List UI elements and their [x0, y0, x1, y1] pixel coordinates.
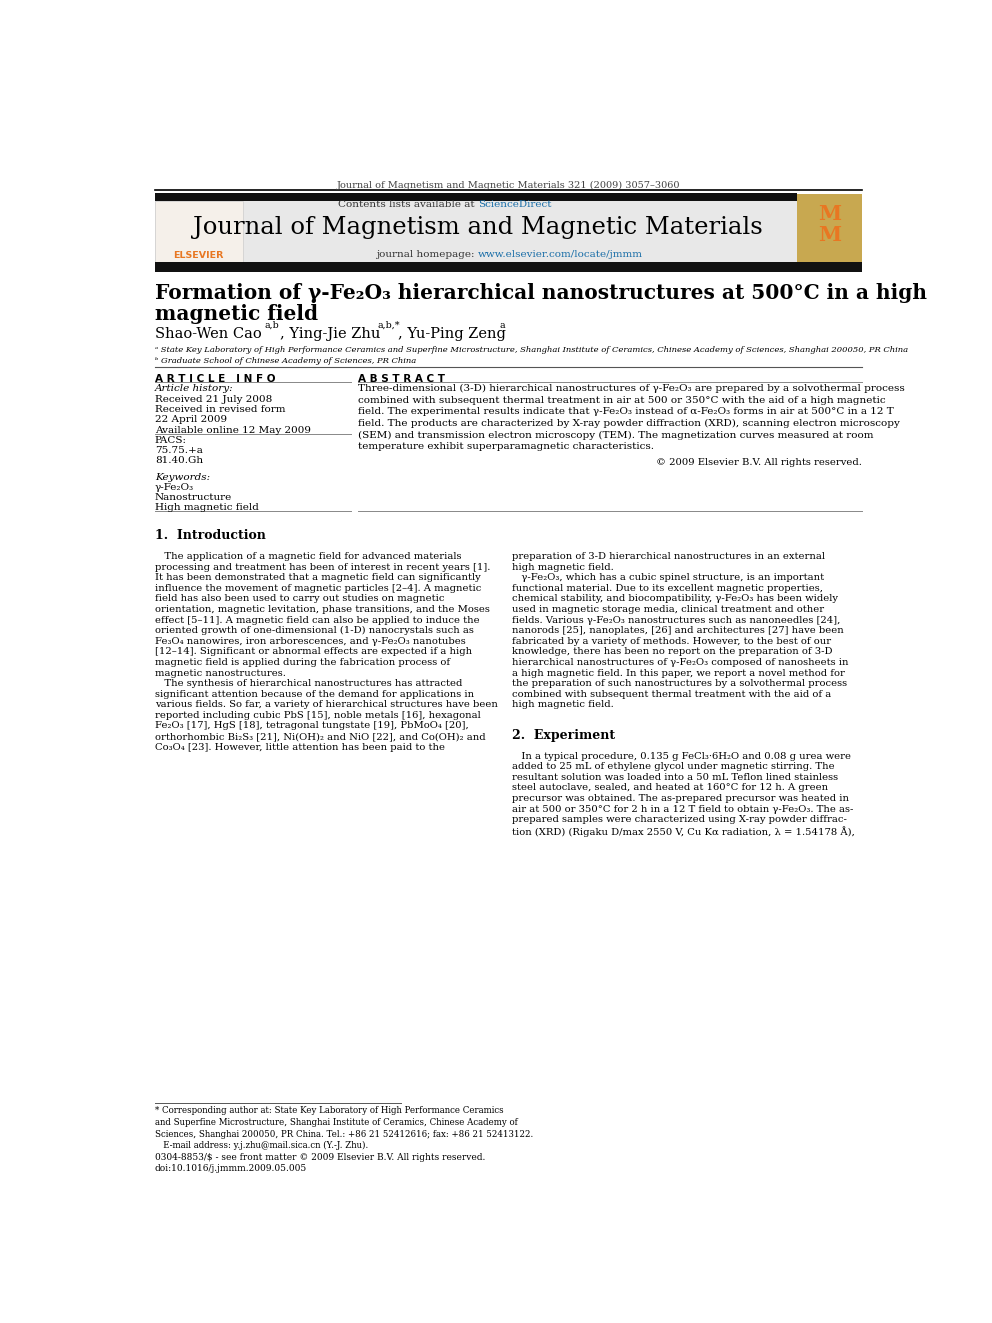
FancyBboxPatch shape [155, 262, 862, 271]
Text: air at 500 or 350°C for 2 h in a 12 T field to obtain γ-Fe₂O₃. The as-: air at 500 or 350°C for 2 h in a 12 T fi… [512, 804, 854, 814]
Text: PACS:: PACS: [155, 435, 186, 445]
Text: reported including cubic PbS [15], noble metals [16], hexagonal: reported including cubic PbS [15], noble… [155, 710, 480, 720]
Text: The application of a magnetic field for advanced materials: The application of a magnetic field for … [155, 552, 461, 561]
Text: influence the movement of magnetic particles [2–4]. A magnetic: influence the movement of magnetic parti… [155, 583, 481, 593]
Text: doi:10.1016/j.jmmm.2009.05.005: doi:10.1016/j.jmmm.2009.05.005 [155, 1164, 307, 1174]
Text: Received 21 July 2008: Received 21 July 2008 [155, 396, 272, 404]
FancyBboxPatch shape [798, 194, 862, 263]
Text: magnetic nanostructures.: magnetic nanostructures. [155, 668, 286, 677]
FancyBboxPatch shape [155, 194, 798, 263]
Text: tion (XRD) (Rigaku D/max 2550 V, Cu Kα radiation, λ = 1.54178 Å),: tion (XRD) (Rigaku D/max 2550 V, Cu Kα r… [512, 826, 855, 836]
Text: a,b,*: a,b,* [378, 320, 401, 329]
Text: hierarchical nanostructures of γ-Fe₂O₃ composed of nanosheets in: hierarchical nanostructures of γ-Fe₂O₃ c… [512, 658, 849, 667]
Text: (SEM) and transmission electron microscopy (TEM). The magnetization curves measu: (SEM) and transmission electron microsco… [358, 431, 874, 439]
Text: The synthesis of hierarchical nanostructures has attracted: The synthesis of hierarchical nanostruct… [155, 679, 462, 688]
Text: field. The products are characterized by X-ray powder diffraction (XRD), scannin: field. The products are characterized by… [358, 419, 901, 429]
Text: and Superfine Microstructure, Shanghai Institute of Ceramics, Chinese Academy of: and Superfine Microstructure, Shanghai I… [155, 1118, 518, 1127]
Text: preparation of 3-D hierarchical nanostructures in an external: preparation of 3-D hierarchical nanostru… [512, 552, 825, 561]
Text: resultant solution was loaded into a 50 mL Teflon lined stainless: resultant solution was loaded into a 50 … [512, 773, 838, 782]
Text: A R T I C L E   I N F O: A R T I C L E I N F O [155, 373, 275, 384]
Text: γ-Fe₂O₃: γ-Fe₂O₃ [155, 483, 193, 492]
Text: oriented growth of one-dimensional (1-D) nanocrystals such as: oriented growth of one-dimensional (1-D)… [155, 626, 473, 635]
Text: Shao-Wen Cao: Shao-Wen Cao [155, 327, 262, 341]
Text: a high magnetic field. In this paper, we report a novel method for: a high magnetic field. In this paper, we… [512, 668, 845, 677]
Text: Three-dimensional (3-D) hierarchical nanostructures of γ-Fe₂O₃ are prepared by a: Three-dimensional (3-D) hierarchical nan… [358, 384, 906, 393]
Text: fabricated by a variety of methods. However, to the best of our: fabricated by a variety of methods. Howe… [512, 636, 831, 646]
Text: various fields. So far, a variety of hierarchical structures have been: various fields. So far, a variety of hie… [155, 700, 498, 709]
Text: A B S T R A C T: A B S T R A C T [358, 373, 445, 384]
Text: a,b: a,b [265, 320, 280, 329]
Text: the preparation of such nanostructures by a solvothermal process: the preparation of such nanostructures b… [512, 679, 847, 688]
Text: ScienceDirect: ScienceDirect [478, 200, 552, 209]
Text: nanorods [25], nanoplates, [26] and architectures [27] have been: nanorods [25], nanoplates, [26] and arch… [512, 626, 844, 635]
Text: processing and treatment has been of interest in recent years [1].: processing and treatment has been of int… [155, 562, 490, 572]
Text: Article history:: Article history: [155, 384, 233, 393]
Text: Journal of Magnetism and Magnetic Materials: Journal of Magnetism and Magnetic Materi… [192, 216, 763, 239]
Text: γ-Fe₂O₃, which has a cubic spinel structure, is an important: γ-Fe₂O₃, which has a cubic spinel struct… [512, 573, 824, 582]
Text: temperature exhibit superparamagnetic characteristics.: temperature exhibit superparamagnetic ch… [358, 442, 655, 451]
Text: knowledge, there has been no report on the preparation of 3-D: knowledge, there has been no report on t… [512, 647, 832, 656]
Text: fields. Various γ-Fe₂O₃ nanostructures such as nanoneedles [24],: fields. Various γ-Fe₂O₃ nanostructures s… [512, 615, 840, 624]
Text: 0304-8853/$ - see front matter © 2009 Elsevier B.V. All rights reserved.: 0304-8853/$ - see front matter © 2009 El… [155, 1154, 485, 1162]
Text: precursor was obtained. The as-prepared precursor was heated in: precursor was obtained. The as-prepared … [512, 794, 849, 803]
Text: used in magnetic storage media, clinical treatment and other: used in magnetic storage media, clinical… [512, 605, 824, 614]
Text: In a typical procedure, 0.135 g FeCl₃·6H₂O and 0.08 g urea were: In a typical procedure, 0.135 g FeCl₃·6H… [512, 751, 851, 761]
Text: functional material. Due to its excellent magnetic properties,: functional material. Due to its excellen… [512, 583, 823, 593]
Text: Available online 12 May 2009: Available online 12 May 2009 [155, 426, 310, 435]
Text: effect [5–11]. A magnetic field can also be applied to induce the: effect [5–11]. A magnetic field can also… [155, 615, 479, 624]
Text: 81.40.Gh: 81.40.Gh [155, 456, 203, 466]
Text: orthorhombic Bi₂S₃ [21], Ni(OH)₂ and NiO [22], and Co(OH)₂ and: orthorhombic Bi₂S₃ [21], Ni(OH)₂ and NiO… [155, 732, 485, 741]
Text: high magnetic field.: high magnetic field. [512, 562, 614, 572]
Text: 75.75.+a: 75.75.+a [155, 446, 202, 455]
Text: 22 April 2009: 22 April 2009 [155, 415, 227, 425]
Text: ᵃ State Key Laboratory of High Performance Ceramics and Superfine Microstructure: ᵃ State Key Laboratory of High Performan… [155, 347, 908, 355]
Text: High magnetic field: High magnetic field [155, 503, 259, 512]
Text: ELSEVIER: ELSEVIER [174, 250, 224, 259]
Text: 2.  Experiment: 2. Experiment [512, 729, 615, 742]
Text: [12–14]. Significant or abnormal effects are expected if a high: [12–14]. Significant or abnormal effects… [155, 647, 472, 656]
Text: magnetic field: magnetic field [155, 304, 317, 324]
Text: high magnetic field.: high magnetic field. [512, 700, 614, 709]
Text: , Yu-Ping Zeng: , Yu-Ping Zeng [399, 327, 506, 341]
Text: Co₃O₄ [23]. However, little attention has been paid to the: Co₃O₄ [23]. However, little attention ha… [155, 742, 444, 751]
Text: orientation, magnetic levitation, phase transitions, and the Moses: orientation, magnetic levitation, phase … [155, 605, 490, 614]
Text: Formation of γ-Fe₂O₃ hierarchical nanostructures at 500°C in a high: Formation of γ-Fe₂O₃ hierarchical nanost… [155, 283, 927, 303]
Text: steel autoclave, sealed, and heated at 160°C for 12 h. A green: steel autoclave, sealed, and heated at 1… [512, 783, 828, 792]
Text: www.elsevier.com/locate/jmmm: www.elsevier.com/locate/jmmm [478, 250, 643, 259]
Text: Keywords:: Keywords: [155, 472, 210, 482]
Text: magnetic field is applied during the fabrication process of: magnetic field is applied during the fab… [155, 658, 450, 667]
Text: , Ying-Jie Zhu: , Ying-Jie Zhu [280, 327, 381, 341]
Text: ᵇ Graduate School of Chinese Academy of Sciences, PR China: ᵇ Graduate School of Chinese Academy of … [155, 357, 416, 365]
FancyBboxPatch shape [155, 193, 798, 201]
Text: combined with subsequent thermal treatment with the aid of a: combined with subsequent thermal treatme… [512, 689, 831, 699]
Text: added to 25 mL of ethylene glycol under magnetic stirring. The: added to 25 mL of ethylene glycol under … [512, 762, 835, 771]
Text: combined with subsequent thermal treatment in air at 500 or 350°C with the aid o: combined with subsequent thermal treatme… [358, 396, 886, 405]
Text: * Corresponding author at: State Key Laboratory of High Performance Ceramics: * Corresponding author at: State Key Lab… [155, 1106, 503, 1115]
FancyBboxPatch shape [155, 201, 243, 263]
Text: a: a [499, 320, 505, 329]
Text: field has also been used to carry out studies on magnetic: field has also been used to carry out st… [155, 594, 444, 603]
Text: Contents lists available at: Contents lists available at [337, 200, 478, 209]
Text: E-mail address: y.j.zhu@mail.sica.cn (Y.-J. Zhu).: E-mail address: y.j.zhu@mail.sica.cn (Y.… [155, 1142, 368, 1151]
Text: chemical stability, and biocompatibility, γ-Fe₂O₃ has been widely: chemical stability, and biocompatibility… [512, 594, 838, 603]
Text: It has been demonstrated that a magnetic field can significantly: It has been demonstrated that a magnetic… [155, 573, 480, 582]
Text: Nanostructure: Nanostructure [155, 493, 232, 501]
Text: significant attention because of the demand for applications in: significant attention because of the dem… [155, 689, 474, 699]
Text: journal homepage:: journal homepage: [376, 250, 478, 259]
Text: Journal of Magnetism and Magnetic Materials 321 (2009) 3057–3060: Journal of Magnetism and Magnetic Materi… [336, 181, 681, 191]
Text: Sciences, Shanghai 200050, PR China. Tel.: +86 21 52412616; fax: +86 21 52413122: Sciences, Shanghai 200050, PR China. Tel… [155, 1130, 533, 1139]
Text: 1.  Introduction: 1. Introduction [155, 529, 266, 541]
Text: M: M [818, 225, 841, 245]
Text: field. The experimental results indicate that γ-Fe₂O₃ instead of α-Fe₂O₃ forms i: field. The experimental results indicate… [358, 407, 894, 417]
Text: Fe₂O₃ [17], HgS [18], tetragonal tungstate [19], PbMoO₄ [20],: Fe₂O₃ [17], HgS [18], tetragonal tungsta… [155, 721, 468, 730]
Text: Fe₃O₄ nanowires, iron arborescences, and γ-Fe₂O₃ nanotubes: Fe₃O₄ nanowires, iron arborescences, and… [155, 636, 465, 646]
Text: M: M [818, 204, 841, 224]
Text: Received in revised form: Received in revised form [155, 405, 286, 414]
Text: prepared samples were characterized using X-ray powder diffrac-: prepared samples were characterized usin… [512, 815, 847, 824]
Text: © 2009 Elsevier B.V. All rights reserved.: © 2009 Elsevier B.V. All rights reserved… [656, 458, 862, 467]
